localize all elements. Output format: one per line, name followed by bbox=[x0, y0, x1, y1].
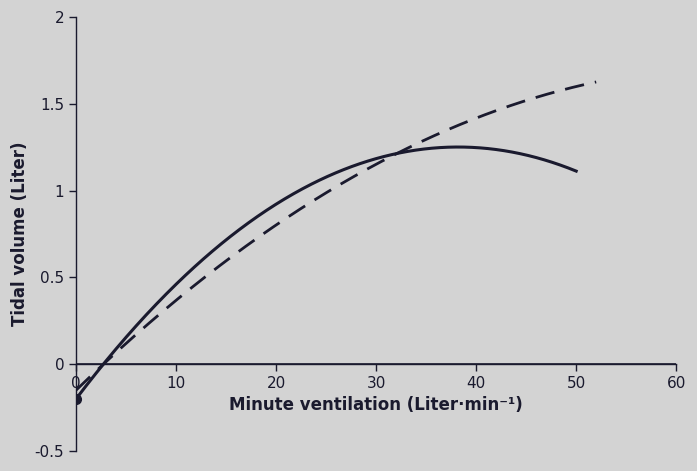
Y-axis label: Tidal volume (Liter): Tidal volume (Liter) bbox=[11, 142, 29, 326]
X-axis label: Minute ventilation (Liter·min⁻¹): Minute ventilation (Liter·min⁻¹) bbox=[229, 397, 523, 414]
